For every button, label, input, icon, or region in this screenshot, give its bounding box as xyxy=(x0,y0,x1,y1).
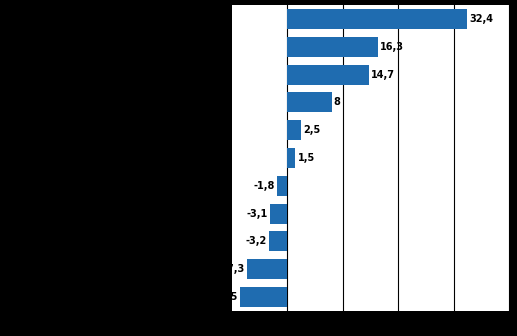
Bar xyxy=(270,204,287,223)
Bar xyxy=(287,65,369,85)
Text: 1,5: 1,5 xyxy=(298,153,315,163)
Text: 14,7: 14,7 xyxy=(371,70,395,80)
Bar xyxy=(269,231,287,251)
Text: -8,5: -8,5 xyxy=(216,292,238,302)
Text: 16,3: 16,3 xyxy=(380,42,404,52)
Bar xyxy=(277,176,287,196)
Bar xyxy=(247,259,287,279)
Bar xyxy=(287,120,301,140)
Text: 32,4: 32,4 xyxy=(469,14,493,24)
Bar xyxy=(287,9,467,29)
Bar xyxy=(240,287,287,307)
Text: -7,3: -7,3 xyxy=(223,264,245,274)
Text: -1,8: -1,8 xyxy=(253,181,275,191)
Text: -3,2: -3,2 xyxy=(246,236,267,246)
Text: 8: 8 xyxy=(334,97,341,107)
Text: 2,5: 2,5 xyxy=(303,125,321,135)
Bar xyxy=(287,148,296,168)
Bar xyxy=(287,37,377,57)
Bar xyxy=(287,92,331,112)
Text: -3,1: -3,1 xyxy=(247,209,268,218)
